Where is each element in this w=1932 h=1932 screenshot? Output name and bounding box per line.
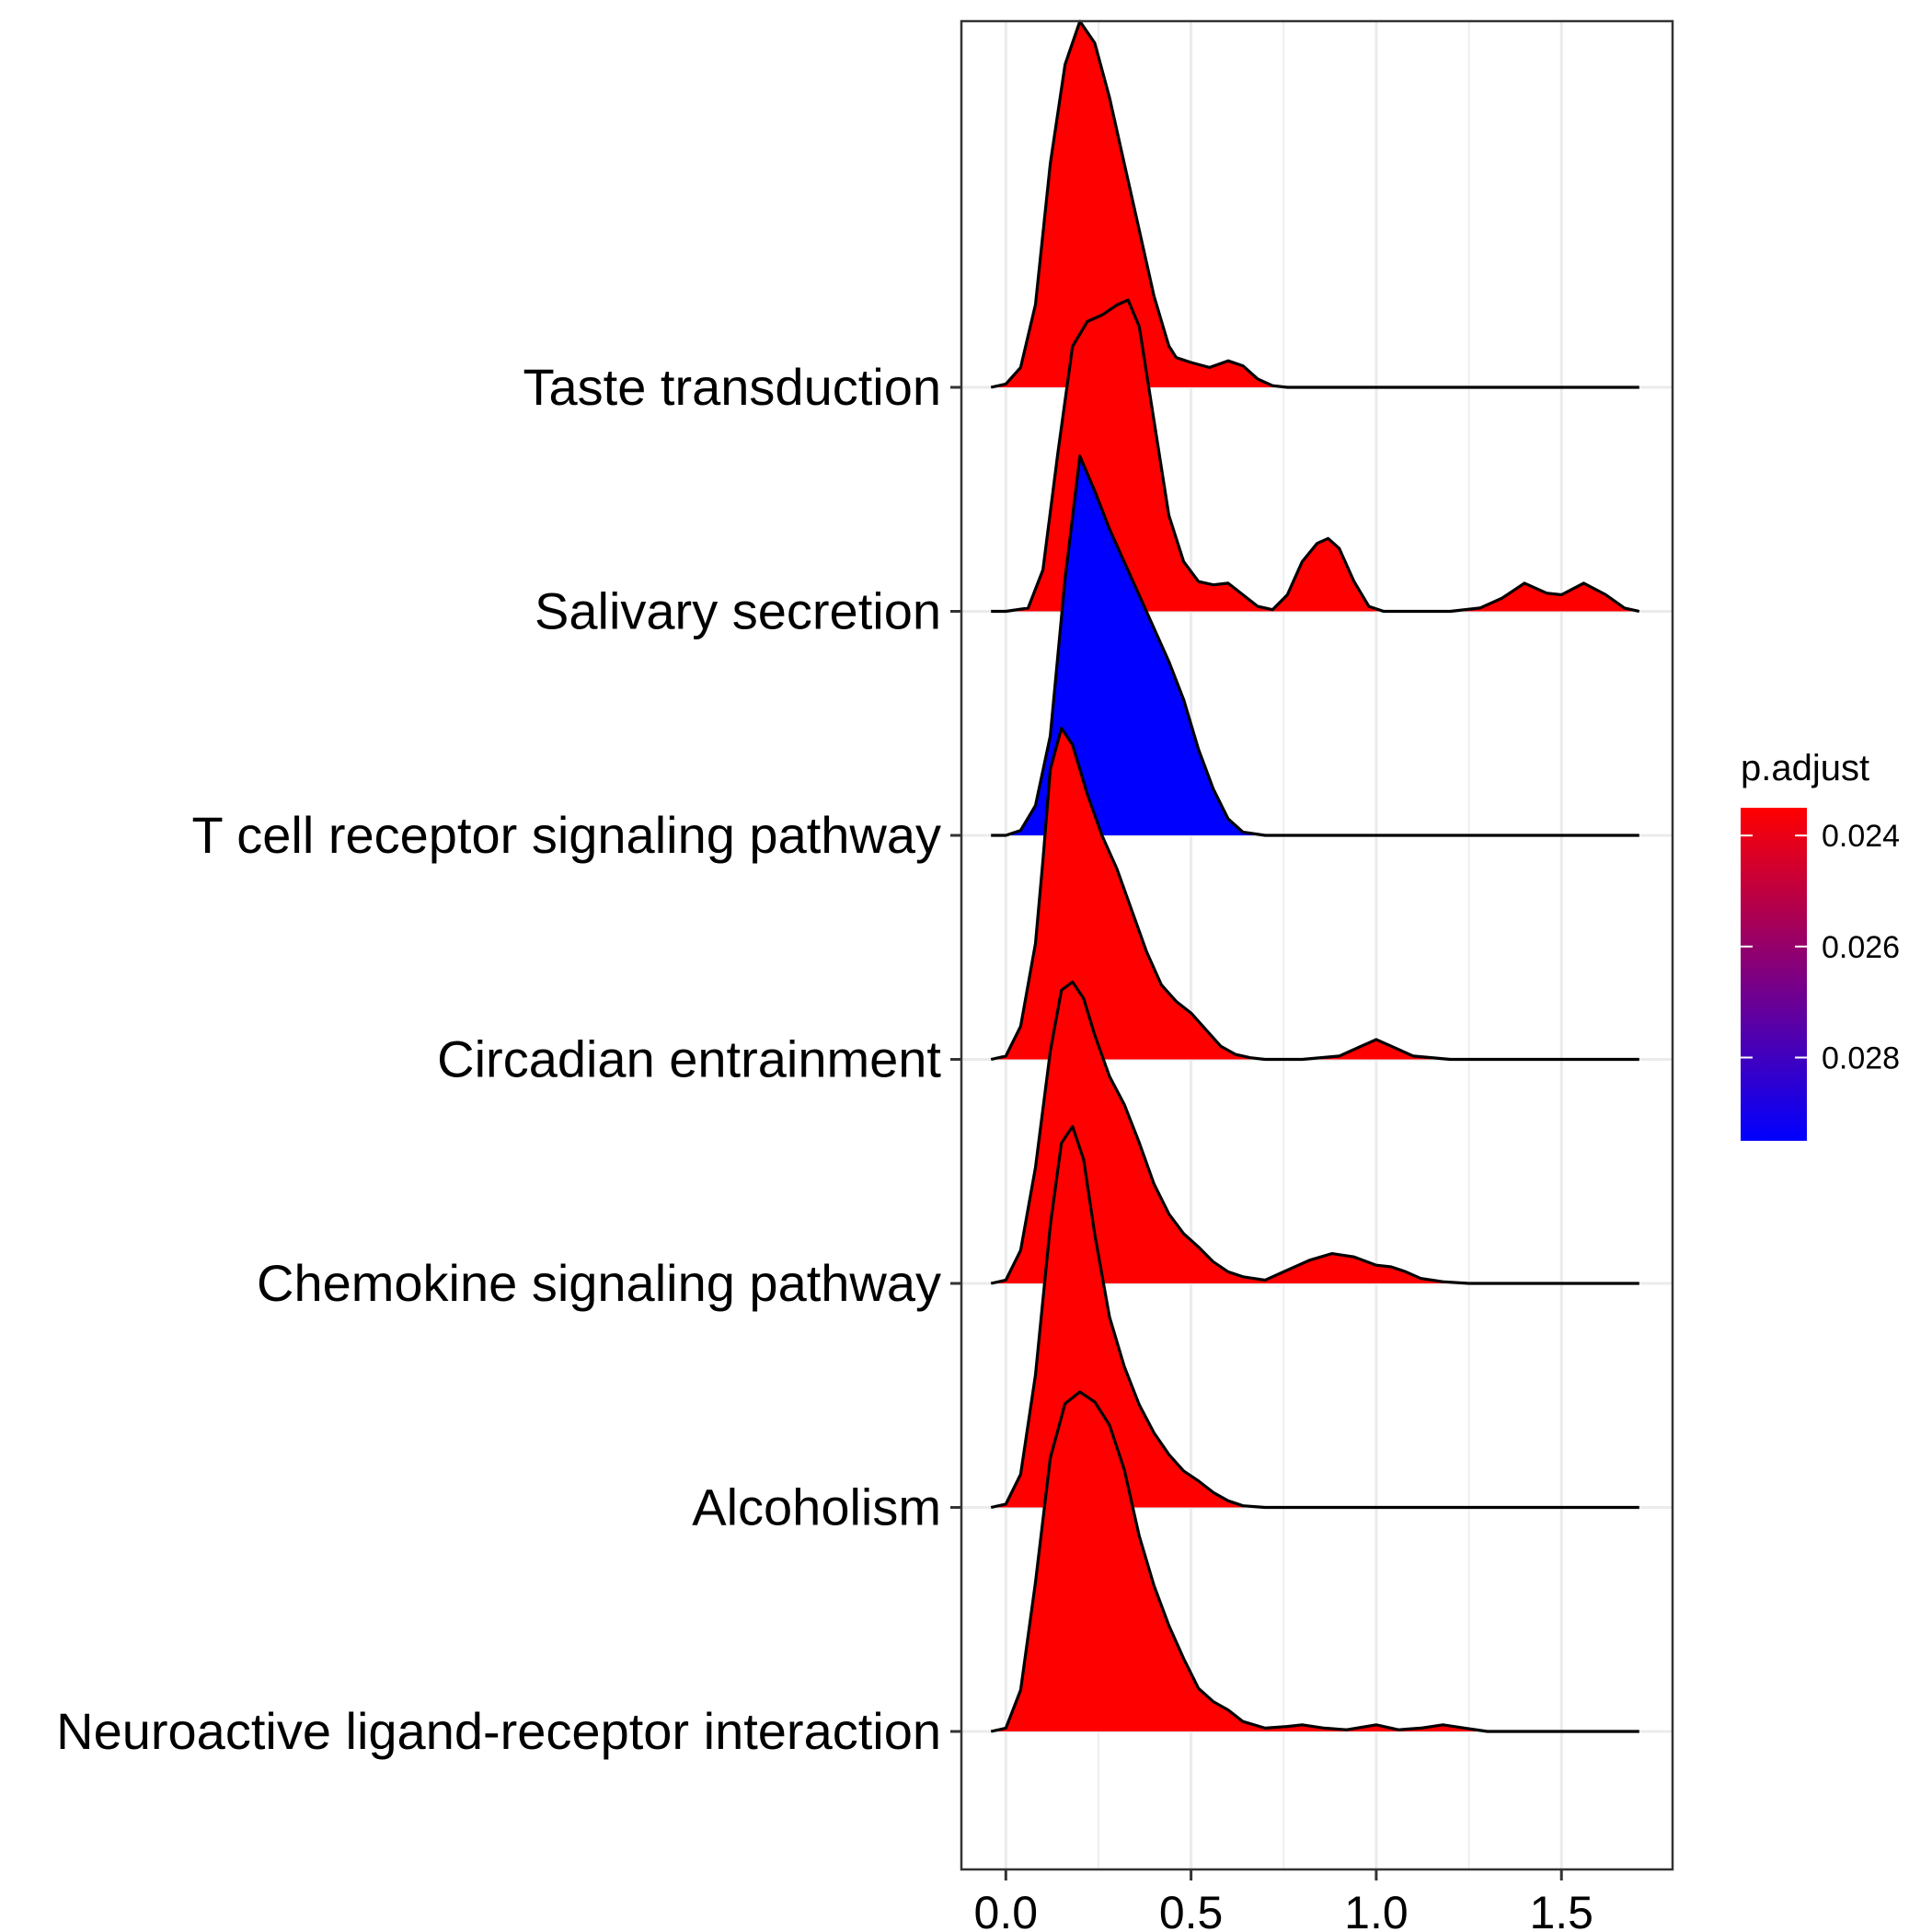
- category-label-5: Alcoholism: [692, 1478, 941, 1536]
- x-tick-label-3: 1.5: [1529, 1887, 1593, 1932]
- ridge-outline-3: [990, 726, 1639, 1062]
- ridge-fill-1: [991, 300, 1639, 612]
- ridges: [990, 19, 1640, 1733]
- category-label-1: Salivary secretion: [535, 582, 941, 640]
- ridge-outline-5: [990, 1124, 1639, 1510]
- color-legend: p.adjust 0.024 0.026 0.028: [1741, 748, 1900, 1141]
- ridge-outline-4: [990, 980, 1639, 1285]
- legend-tick-label-1: 0.026: [1822, 930, 1900, 965]
- x-tick-label-0: 0.0: [974, 1887, 1039, 1932]
- category-label-0: Taste transduction: [523, 358, 941, 416]
- x-axis: 0.0 0.5 1.0 1.5: [974, 1869, 1593, 1932]
- category-label-4: Chemokine signaling pathway: [257, 1254, 941, 1312]
- x-tick-label-2: 1.0: [1344, 1887, 1409, 1932]
- category-label-3: Circadian entrainment: [437, 1030, 941, 1088]
- ridge-fill-6: [991, 1392, 1639, 1731]
- ridge-outline-1: [991, 298, 1640, 614]
- ridge-fill-2: [991, 455, 1639, 835]
- ridge-outline-0: [990, 19, 1639, 389]
- ridge-fill-3: [991, 728, 1639, 1060]
- x-tick-label-1: 0.5: [1159, 1887, 1224, 1932]
- category-label-6: Neuroactive ligand-receptor interaction: [56, 1702, 941, 1760]
- legend-tick-label-2: 0.028: [1822, 1041, 1900, 1076]
- category-labels: Taste transduction Salivary secretion T ce…: [56, 358, 961, 1760]
- category-label-2: T cell receptor signaling pathway: [191, 806, 941, 864]
- ridge-outline-6: [990, 1390, 1639, 1733]
- legend-colorbar: [1741, 808, 1807, 1141]
- ridge-outline-2: [991, 454, 1639, 837]
- plot-panel-border: [960, 19, 1674, 1871]
- ridge-fill-4: [991, 982, 1639, 1283]
- legend-tick-label-0: 0.024: [1822, 819, 1900, 854]
- legend-title: p.adjust: [1741, 748, 1869, 788]
